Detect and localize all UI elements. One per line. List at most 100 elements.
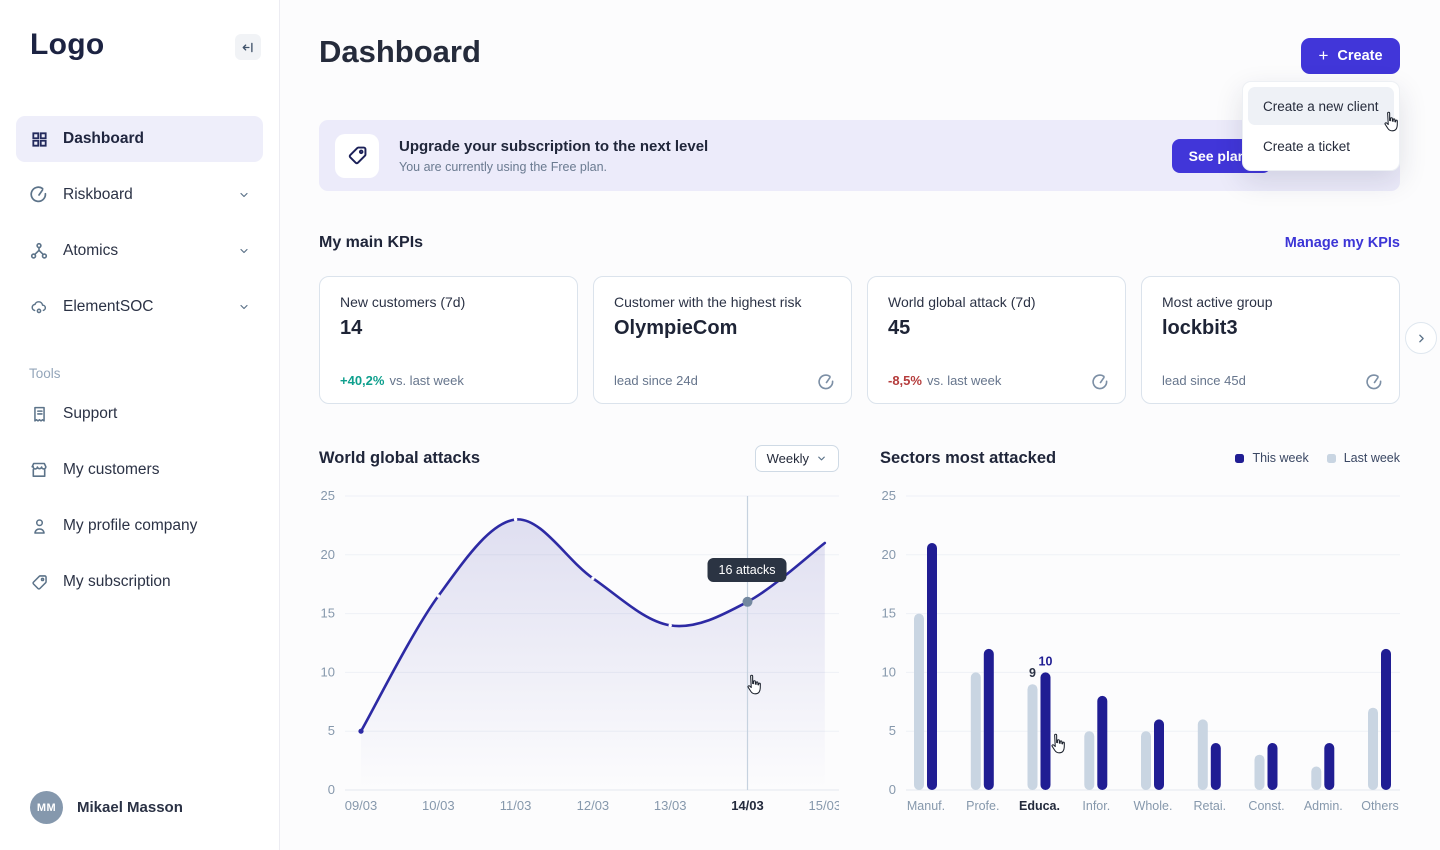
legend-last-week: Last week (1326, 451, 1400, 465)
gauge-icon (1091, 373, 1110, 392)
svg-text:20: 20 (321, 547, 335, 562)
sidebar-item-label: My profile company (63, 517, 198, 534)
svg-text:Profe.: Profe. (966, 799, 999, 813)
svg-text:20: 20 (882, 547, 896, 562)
kpi-value: lockbit3 (1162, 317, 1238, 339)
area-chart-plot[interactable]: 0 5 10 15 20 25 09/03 10/03 11/03 12/03 13/03 14/03… (319, 486, 842, 822)
svg-text:Whole.: Whole. (1134, 799, 1173, 813)
gauge-icon (817, 373, 836, 392)
svg-text:10: 10 (882, 664, 896, 679)
tools-section-label: Tools (29, 366, 61, 381)
kpi-value: 14 (340, 317, 363, 339)
sidebar-item-support[interactable]: Support (16, 391, 263, 437)
svg-text:0: 0 (889, 782, 896, 797)
legend-swatch (1326, 453, 1336, 463)
avatar: MM (30, 791, 63, 824)
sidebar-item-label: My customers (63, 461, 160, 478)
svg-text:15: 15 (321, 606, 335, 621)
kpi-delta-suffix: vs. last week (389, 373, 464, 388)
kpi-value: 45 (888, 317, 911, 339)
svg-text:Manuf.: Manuf. (907, 799, 945, 813)
svg-text:Const.: Const. (1248, 799, 1284, 813)
svg-text:5: 5 (328, 723, 335, 738)
tag-icon (335, 133, 379, 178)
banner-subtitle: You are currently using the Free plan. (399, 159, 607, 174)
kpi-label: New customers (7d) (340, 294, 466, 310)
sidebar-item-label: Support (63, 405, 118, 422)
create-button-label: Create (1337, 48, 1383, 64)
chart-title: Sectors most attacked (880, 448, 1057, 467)
legend-swatch (1235, 453, 1245, 463)
carousel-next-button[interactable] (1405, 322, 1437, 354)
world-global-attacks-chart: World global attacks Weekly 0 5 10 15 20 25 09… (319, 444, 842, 834)
gauge-icon (1365, 373, 1384, 392)
sidebar-item-label: Dashboard (63, 130, 144, 147)
sidebar-item-riskboard[interactable]: Riskboard (16, 172, 263, 218)
cloud-icon (29, 297, 49, 317)
period-select[interactable]: Weekly (754, 444, 839, 472)
sidebar-item-dashboard[interactable]: Dashboard (16, 116, 263, 162)
svg-text:0: 0 (328, 782, 335, 797)
kpi-label: Customer with the highest risk (614, 294, 802, 310)
kpi-delta: -8,5% (888, 373, 922, 388)
tag-icon (29, 572, 49, 592)
period-select-value: Weekly (766, 450, 809, 466)
kpi-card-world-global-attack: World global attack (7d) 45 -8,5% vs. la… (867, 276, 1126, 404)
svg-text:25: 25 (321, 488, 335, 503)
kpi-delta-suffix: vs. last week (926, 373, 1002, 388)
sidebar-item-label: My subscription (63, 573, 171, 590)
banner-title: Upgrade your subscription to the next le… (399, 137, 709, 155)
chevron-down-icon (238, 245, 250, 257)
kpi-note: lead since 45d (1162, 373, 1246, 388)
sidebar-item-atomics[interactable]: Atomics (16, 228, 263, 274)
sidebar-item-my-profile-company[interactable]: My profile company (16, 503, 263, 549)
sidebar-item-label: Atomics (63, 242, 119, 259)
sidebar-item-label: ElementSOC (63, 298, 154, 315)
kpi-label: World global attack (7d) (888, 294, 1036, 310)
sidebar-nav: Dashboard Riskboard Atomics (16, 116, 263, 340)
chart-tooltip: 16 attacks (707, 558, 787, 582)
sidebar-item-my-subscription[interactable]: My subscription (16, 559, 263, 605)
user-name: Mikael Masson (77, 799, 183, 816)
sidebar: Logo Dashboard Riskboard (0, 0, 280, 850)
svg-text:9: 9 (1029, 666, 1036, 680)
upgrade-banner: Upgrade your subscription to the next le… (319, 120, 1400, 191)
create-button[interactable]: + Create (1301, 38, 1400, 74)
chevron-down-icon (238, 189, 250, 201)
kpi-note: lead since 24d (614, 373, 698, 388)
svg-text:25: 25 (882, 488, 896, 503)
svg-text:Others: Others (1361, 799, 1399, 813)
bar-chart-plot[interactable]: 0 5 10 15 20 25 Manuf. Profe. 9 10 Educa. Infor. Who… (880, 486, 1400, 822)
logo: Logo (30, 28, 105, 61)
gauge-icon (29, 185, 49, 205)
sidebar-tools-section: Tools Support My customers My profile co… (16, 366, 263, 615)
svg-text:Retai.: Retai. (1193, 799, 1226, 813)
store-icon (29, 460, 49, 480)
svg-text:10: 10 (1039, 654, 1053, 668)
sidebar-item-my-customers[interactable]: My customers (16, 447, 263, 493)
kpi-card-most-active-group: Most active group lockbit3 lead since 45… (1141, 276, 1400, 404)
svg-text:12/03: 12/03 (577, 798, 610, 813)
chevron-down-icon (816, 453, 827, 464)
sidebar-item-elementsoc[interactable]: ElementSOC (16, 284, 263, 330)
plus-icon: + (1318, 46, 1329, 65)
svg-text:10/03: 10/03 (422, 798, 455, 813)
chevron-right-icon (1415, 332, 1428, 345)
create-dropdown-menu: Create a new client Create a ticket (1242, 81, 1400, 171)
menu-item-create-ticket[interactable]: Create a ticket (1263, 138, 1351, 154)
chart-legend: This week Last week (1235, 451, 1400, 465)
svg-text:15: 15 (882, 606, 896, 621)
sectors-most-attacked-chart: Sectors most attacked This week Last wee… (880, 444, 1400, 834)
grid-icon (29, 129, 49, 149)
svg-text:Infor.: Infor. (1082, 799, 1110, 813)
menu-item-create-new-client[interactable]: Create a new client (1248, 87, 1394, 125)
kpi-value: OlympieCom (614, 317, 738, 339)
manage-kpis-link[interactable]: Manage my KPIs (1284, 235, 1400, 251)
sidebar-item-label: Riskboard (63, 186, 133, 203)
user-profile[interactable]: MM Mikael Masson (30, 791, 183, 824)
sidebar-collapse-button[interactable] (235, 34, 261, 60)
kpi-delta: +40,2% (340, 373, 385, 388)
kpi-card-highest-risk-customer: Customer with the highest risk OlympieCo… (593, 276, 852, 404)
receipt-icon (29, 404, 49, 424)
